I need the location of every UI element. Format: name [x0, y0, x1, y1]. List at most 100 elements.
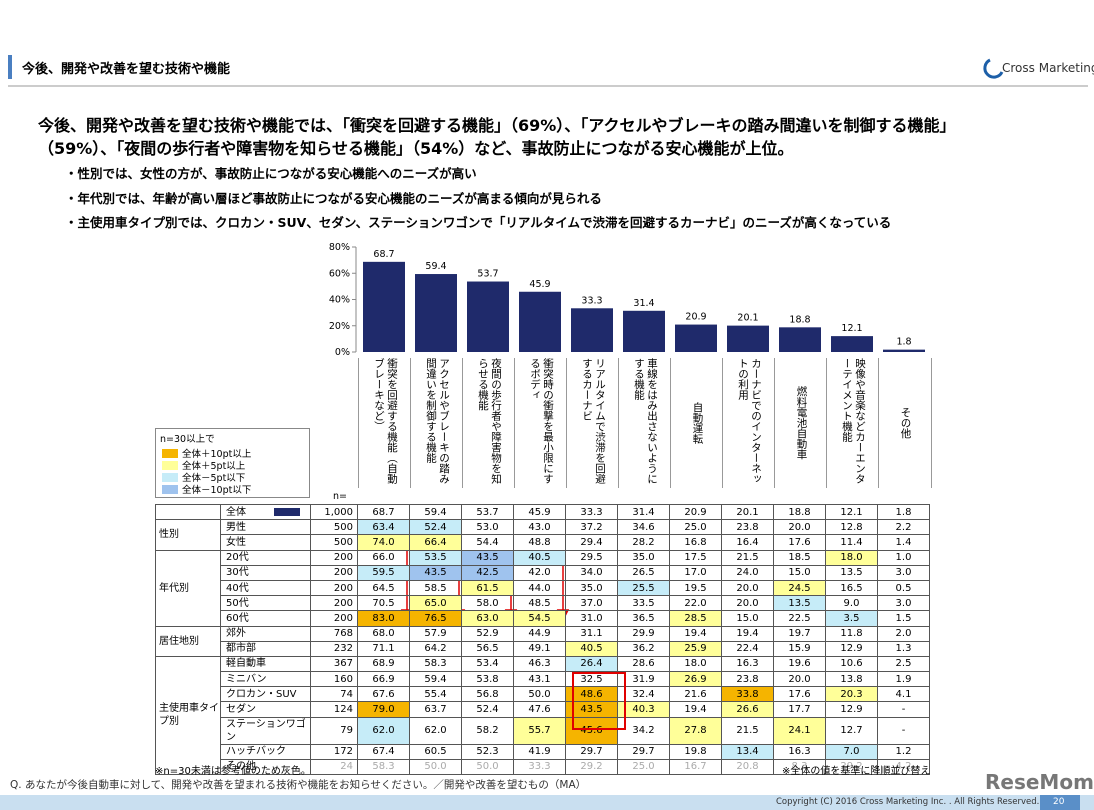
table-cell: 18.0 [669, 655, 722, 673]
table-cell: 10.6 [825, 655, 878, 673]
table-cell: 28.6 [617, 655, 670, 673]
table-cell: 33.3 [513, 758, 566, 776]
table-cell: 12.1 [825, 503, 878, 521]
table-cell: 29.7 [617, 743, 670, 760]
group-label: 年代別 [155, 549, 221, 627]
table-cell: 22.0 [669, 595, 722, 612]
table-cell: 37.2 [565, 519, 618, 536]
table-row: 年代別 20代 200 66.0 53.5 43.5 40.5 29.5 35.0 17.5 21.… [155, 549, 930, 627]
bar [415, 274, 457, 352]
table-cell: 20.0 [721, 579, 774, 597]
table-row: 性別 男性 500 63.4 52.4 53.0 43.0 37.2 34.6 25.0 23.8 2… [155, 519, 930, 551]
table-cell: 8.3 [773, 758, 826, 776]
headline: 今後、開発や改善を望む技術や機能では、「衝突を回避する機能」（69%）、「アクセ… [38, 116, 956, 135]
x-tick-label: 車線をはみ出さないようにする機能 [618, 358, 671, 488]
group-empty [155, 503, 221, 521]
table-cell: 29.2 [565, 758, 618, 776]
row-label: 都市部 [220, 640, 311, 657]
table-cell: 2.2 [877, 519, 930, 536]
table-cell: 16.5 [825, 579, 878, 597]
table-cell: 43.5 [565, 701, 618, 718]
table-cell: 1.9 [877, 671, 930, 688]
table-cell: 3.0 [877, 564, 930, 581]
table-cell: 64.2 [409, 640, 462, 657]
table-cell: 50.0 [513, 686, 566, 703]
table-row: 居住地別 郊外 768 68.0 57.9 52.9 44.9 31.1 29.9 19.4 19.… [155, 625, 930, 657]
table-cell: 53.5 [409, 549, 462, 566]
table-cell: 63.7 [409, 701, 462, 718]
row-n: 367 [310, 655, 358, 673]
table-row: 50代 200 70.5 65.0 58.0 48.5 37.0 33.5 22.0 20.0 13… [156, 595, 930, 612]
value-label: 12.1 [841, 323, 862, 334]
table-cell: 52.3 [461, 743, 514, 760]
table-cell: 29.5 [565, 549, 618, 566]
table-cell: 63.0 [461, 610, 514, 627]
table-cell: 25.0 [669, 519, 722, 536]
table-cell: 62.0 [357, 716, 410, 745]
row-n: 172 [310, 743, 358, 760]
row-n: 124 [310, 701, 358, 718]
logo: Cross Marketing [1002, 61, 1094, 75]
page-number: 20 [1053, 797, 1065, 807]
row-n: 200 [310, 564, 358, 581]
table-cell: 59.5 [357, 564, 410, 581]
table-cell: 4.1 [877, 686, 930, 703]
table-cell: 21.6 [669, 686, 722, 703]
y-tick-label: 80% [329, 242, 350, 253]
table-cell: - [877, 701, 930, 718]
table-cell: 1.2 [877, 743, 930, 760]
bar [831, 336, 873, 352]
legend-label: 全体－10pt以下 [182, 485, 252, 496]
table-cell: 25.5 [617, 579, 670, 597]
legend-title: n=30以上で [160, 434, 215, 445]
table-cell: 44.9 [513, 625, 566, 642]
table-cell: 42.5 [461, 564, 514, 581]
table-row: その他 24 58.3 50.0 50.0 33.3 29.2 25.0 16.7 20.8 8.3… [156, 758, 930, 776]
table-cell: 43.0 [513, 519, 566, 536]
table-row: 60代 200 83.0 76.5 63.0 54.5 31.0 36.5 28.5 15.0 22… [156, 610, 930, 627]
table-cell: 25.9 [669, 640, 722, 657]
table-cell: 24.0 [721, 564, 774, 581]
row-n: 200 [310, 595, 358, 612]
bar [883, 349, 925, 352]
table-cell: 21.5 [721, 716, 774, 745]
table-cell: 35.0 [617, 549, 670, 566]
table-cell: 19.7 [773, 625, 826, 642]
row-n: 232 [310, 640, 358, 657]
table-cell: 17.0 [669, 564, 722, 581]
row-label: 20代 [220, 549, 311, 566]
row-n: 768 [310, 625, 358, 642]
table-cell: 19.5 [669, 579, 722, 597]
x-tick-label: 衝突時の衝撃を最小限にするボディ [514, 358, 567, 488]
row-label: ミニバン [220, 671, 311, 688]
table-cell: 1.3 [877, 640, 930, 657]
table-cell: 28.2 [617, 534, 670, 551]
table-cell: 26.5 [617, 564, 670, 581]
table-cell: 15.0 [721, 610, 774, 627]
x-tick-label: 衝突を回避する機能（自動ブレーキなど） [358, 358, 411, 488]
value-label: 20.1 [737, 313, 758, 324]
overall-swatch [274, 507, 300, 516]
row-label: 女性 [220, 534, 311, 551]
table-row: 女性 500 74.0 66.4 54.4 48.8 29.4 28.2 16.8 16.4 17.… [156, 534, 930, 551]
table-cell: 33.3 [565, 503, 618, 521]
table-row: 30代 200 59.5 43.5 42.5 42.0 34.0 26.5 17.0 24.0 15… [156, 564, 930, 581]
table-row: 主使用車タイプ別 軽自動車 367 68.9 58.3 53.4 46.3 26.4 28.6 1… [155, 655, 930, 776]
row-n: 200 [310, 579, 358, 597]
table-cell: 12.7 [825, 716, 878, 745]
table-cell: 3.0 [877, 595, 930, 612]
copyright: Copyright (C) 2016 Cross Marketing Inc. … [776, 797, 1040, 807]
table-cell: 42.0 [513, 564, 566, 581]
row-n: 500 [310, 519, 358, 536]
table-row: 都市部 232 71.1 64.2 56.5 49.1 40.5 36.2 25.9 22.4 15… [156, 640, 930, 657]
table-cell: 20.0 [773, 671, 826, 688]
table-cell: 17.5 [669, 549, 722, 566]
table-cell: 20.8 [721, 758, 774, 776]
table-cell: 26.4 [565, 655, 618, 673]
table-cell: 58.5 [409, 579, 462, 597]
table-row: ステーションワゴン 79 62.0 62.0 58.2 55.7 45.6 34.2 27.8 2… [156, 716, 930, 745]
x-tick-label: リアルタイムで渋滞を回避するカーナビ [566, 358, 619, 488]
table-cell: 26.9 [669, 671, 722, 688]
table-cell: 29.7 [565, 743, 618, 760]
bar [675, 324, 717, 352]
